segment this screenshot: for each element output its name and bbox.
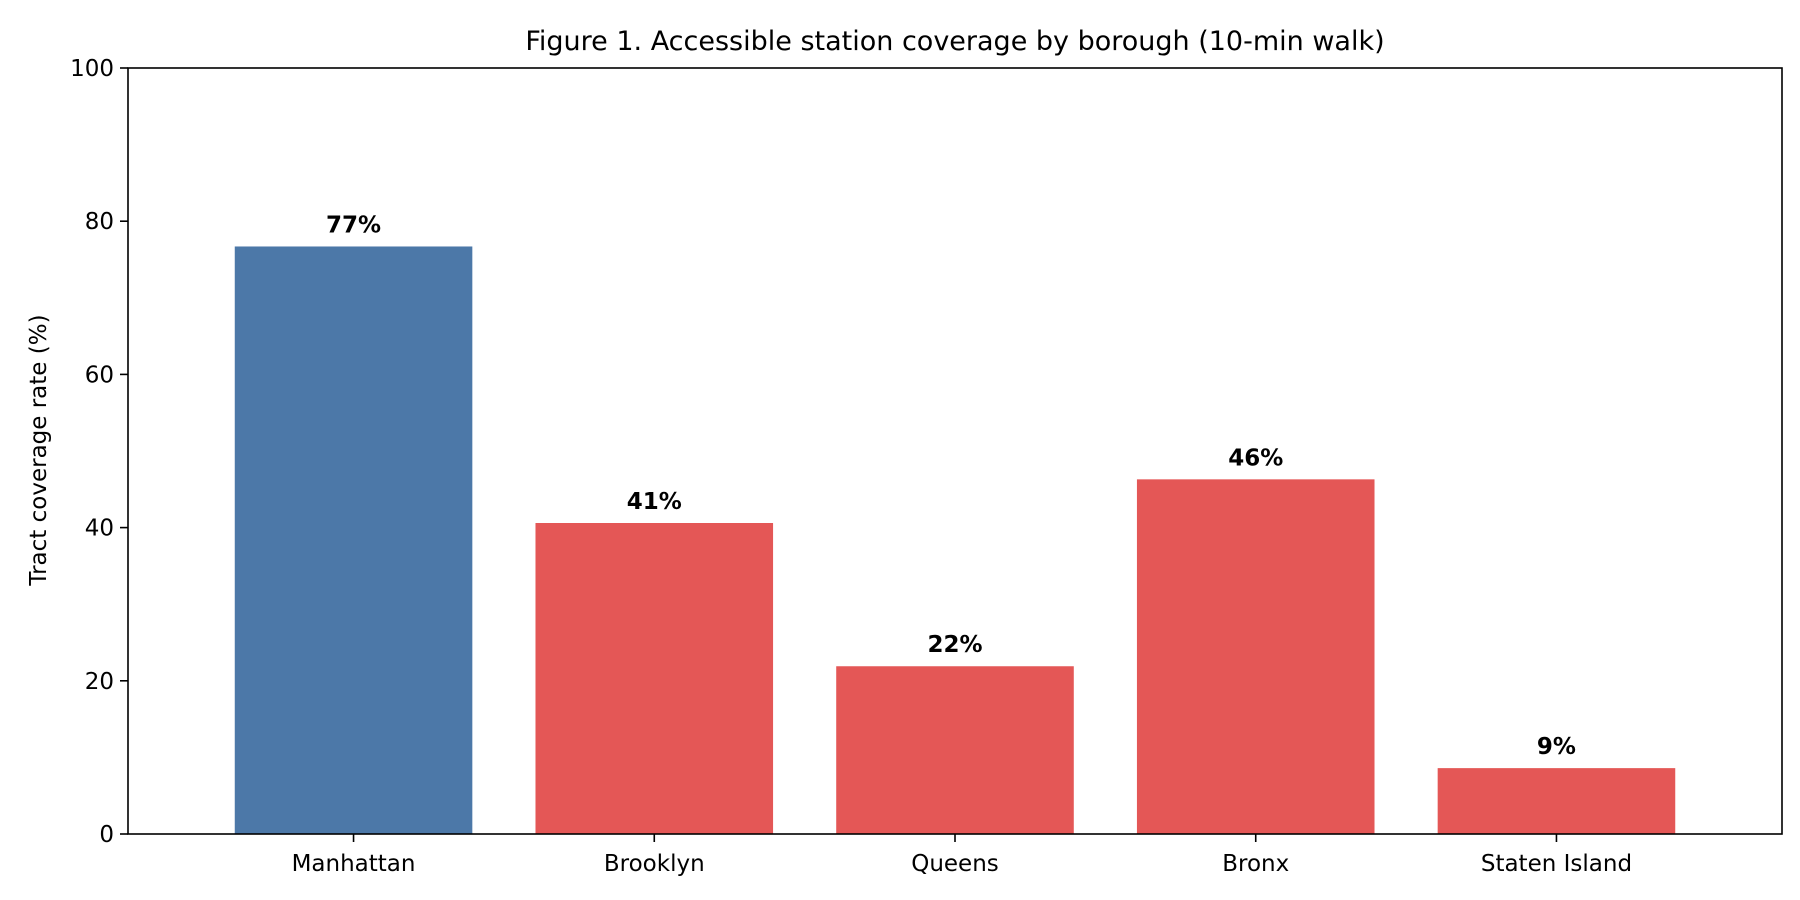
- plot-frame: [127, 67, 1783, 835]
- bar-queens: [836, 666, 1074, 834]
- bar-manhattan: [234, 246, 473, 834]
- data-label: 46%: [1228, 445, 1283, 471]
- chart-title: Figure 1. Accessible station coverage by…: [525, 26, 1384, 57]
- x-tick-label: Manhattan: [292, 851, 416, 877]
- bars-group: [234, 246, 1676, 834]
- x-axis: Manhattan Brooklyn Queens Bronx Staten Islan…: [292, 834, 1632, 877]
- bar-staten-island: [1437, 768, 1676, 834]
- x-tick-label: Bronx: [1222, 851, 1289, 877]
- y-tick-label: 20: [85, 669, 114, 695]
- bar-brooklyn: [535, 523, 774, 834]
- x-tick-label: Staten Island: [1481, 851, 1632, 877]
- data-label: 41%: [627, 489, 682, 515]
- x-tick-label: Brooklyn: [604, 851, 705, 877]
- y-axis-label: Tract coverage rate (%): [26, 314, 52, 586]
- data-label: 22%: [927, 632, 982, 658]
- y-tick-label: 60: [85, 362, 114, 388]
- data-label: 9%: [1537, 734, 1576, 760]
- bar-bronx: [1136, 479, 1375, 834]
- y-tick-label: 40: [85, 516, 114, 542]
- data-label: 77%: [326, 212, 381, 238]
- y-tick-label: 0: [99, 822, 114, 848]
- y-tick-label: 100: [70, 56, 114, 82]
- y-axis: 0 20 40 60 80 100: [70, 56, 128, 848]
- x-tick-label: Queens: [911, 851, 999, 877]
- value-labels-group: 77% 41% 22% 46% 9%: [326, 212, 1576, 760]
- y-tick-label: 80: [85, 209, 114, 235]
